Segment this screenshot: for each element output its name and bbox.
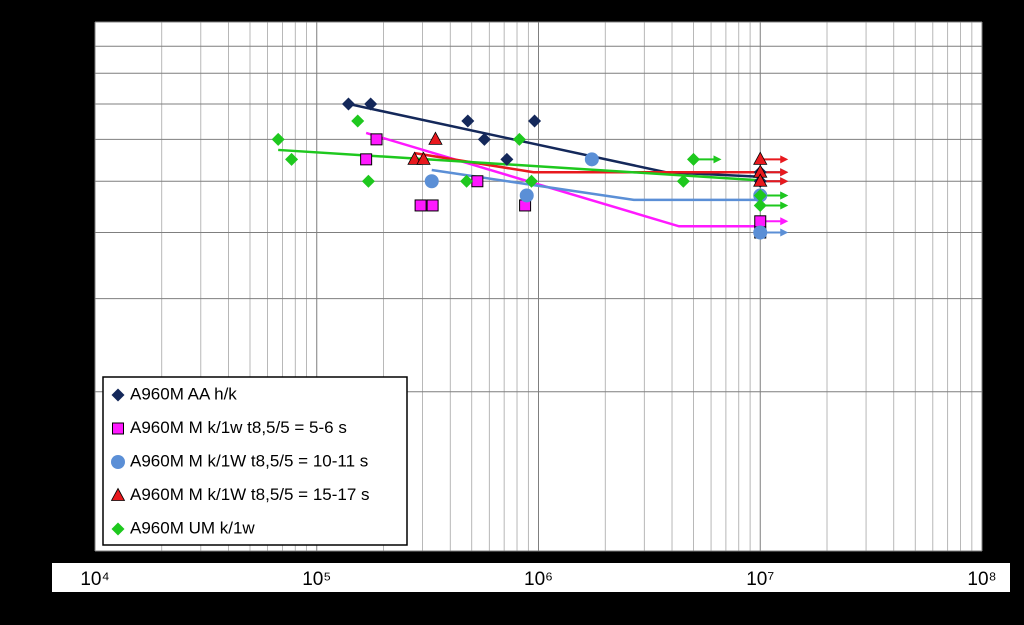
point bbox=[676, 174, 690, 188]
runout-arrowhead bbox=[713, 155, 722, 164]
legend-marker bbox=[111, 455, 125, 469]
legend-marker bbox=[111, 522, 125, 536]
y-tick-label: 600 bbox=[60, 131, 87, 148]
fit-line bbox=[278, 148, 761, 182]
point bbox=[753, 225, 768, 240]
point bbox=[519, 188, 534, 203]
y-tick-label: 700 bbox=[60, 95, 87, 112]
y-tick-label: 800 bbox=[60, 64, 87, 81]
point bbox=[416, 151, 431, 165]
point bbox=[754, 215, 767, 228]
point bbox=[360, 153, 373, 166]
y-tick-label: 500 bbox=[60, 172, 87, 189]
x-tick-label: 10⁸ bbox=[967, 569, 996, 590]
point bbox=[351, 114, 365, 128]
legend-box bbox=[102, 376, 408, 546]
point bbox=[424, 174, 439, 189]
x-tick-label: 10⁶ bbox=[524, 569, 553, 590]
runout-arrowhead bbox=[780, 168, 789, 177]
fit-line bbox=[431, 168, 761, 202]
point bbox=[753, 188, 767, 202]
legend-label: A960M UM k/1w bbox=[130, 518, 255, 537]
point bbox=[461, 114, 475, 128]
point bbox=[525, 174, 539, 188]
x-tick-label: 10⁴ bbox=[80, 569, 109, 590]
point bbox=[753, 173, 768, 187]
runout-arrowhead bbox=[780, 217, 789, 226]
point bbox=[753, 198, 767, 212]
fit-line bbox=[414, 151, 761, 174]
legend-label: A960M M k/1W t8,5/5 = 10-11 s bbox=[130, 451, 368, 470]
point bbox=[471, 175, 484, 188]
runout-arrowhead bbox=[780, 201, 789, 210]
fit-line bbox=[365, 131, 761, 228]
y-tick-label: 200 bbox=[60, 383, 87, 400]
point bbox=[686, 152, 700, 166]
legend-marker bbox=[111, 388, 125, 402]
point bbox=[407, 151, 422, 165]
point bbox=[477, 132, 491, 146]
y-tick-label: 100 bbox=[60, 542, 87, 559]
point bbox=[584, 152, 599, 167]
point bbox=[426, 199, 439, 212]
point bbox=[528, 114, 542, 128]
legend-marker bbox=[110, 487, 126, 501]
y-tick-label: 300 bbox=[60, 290, 87, 307]
runout-arrowhead bbox=[780, 177, 789, 186]
point bbox=[500, 152, 514, 166]
point bbox=[341, 97, 355, 111]
point bbox=[271, 132, 285, 146]
point bbox=[753, 151, 768, 165]
legend-label: A960M M k/1W t8,5/5 = 15-17 s bbox=[130, 485, 370, 504]
runout-arrowhead bbox=[780, 228, 789, 237]
x-tick-label: 10⁷ bbox=[746, 569, 774, 590]
legend-marker bbox=[112, 422, 124, 435]
point bbox=[512, 132, 526, 146]
point bbox=[414, 199, 427, 212]
legend-label: A960M M k/1w t8,5/5 = 5-6 s bbox=[130, 418, 347, 437]
point bbox=[370, 133, 383, 146]
legend-label: A960M AA h/k bbox=[130, 384, 237, 403]
point bbox=[460, 174, 474, 188]
point bbox=[285, 152, 299, 166]
runout-arrowhead bbox=[780, 191, 789, 200]
point bbox=[361, 174, 375, 188]
y-tick-label: 1000 bbox=[51, 13, 87, 30]
point bbox=[364, 97, 378, 111]
runout-arrowhead bbox=[780, 155, 789, 164]
y-tick-label: 400 bbox=[60, 224, 87, 241]
point bbox=[428, 131, 443, 145]
y-tick-label: 900 bbox=[60, 37, 87, 54]
x-axis-band bbox=[52, 563, 1010, 592]
x-tick-label: 10⁵ bbox=[302, 569, 331, 590]
